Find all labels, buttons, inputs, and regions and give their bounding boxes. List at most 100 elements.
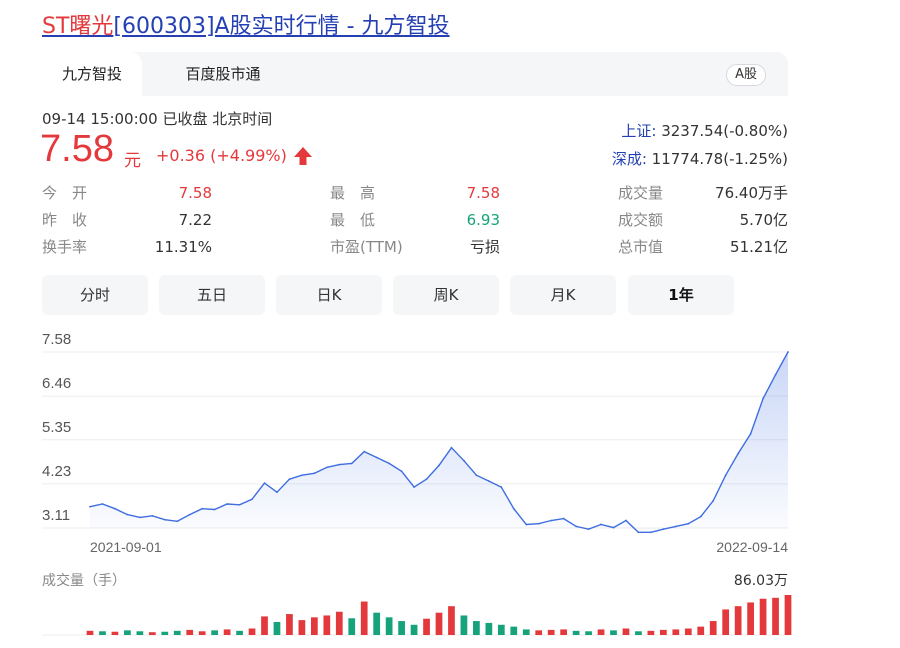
stat-value: 6.93	[466, 211, 500, 229]
volume-bar	[734, 606, 742, 635]
stat-pe-ttm: 市盈(TTM) 亏损	[330, 234, 500, 261]
volume-bar	[435, 612, 443, 635]
stat-label: 最 高	[330, 184, 376, 202]
volume-bar	[423, 618, 430, 635]
stat-label: 市盈(TTM)	[330, 238, 403, 256]
volume-bar	[236, 630, 243, 635]
price-point	[201, 507, 204, 510]
volume-bar	[684, 628, 692, 635]
title-highlight[interactable]: ST曙光	[42, 14, 114, 39]
volume-bar	[597, 629, 605, 635]
price-point	[163, 518, 166, 521]
tab-baidu-stock[interactable]: 百度股市通	[185, 65, 261, 83]
volume-bar	[647, 630, 655, 635]
quote-time-status: 09-14 15:00:00 已收盘 北京时间	[42, 110, 273, 128]
volume-bar	[622, 628, 630, 635]
price-point	[363, 450, 366, 453]
volume-bar	[99, 631, 106, 635]
title-rest[interactable]: [600303]A股实时行情 - 九方智投	[113, 14, 450, 39]
volume-bar	[286, 614, 293, 635]
volume-bar	[659, 629, 667, 635]
volume-bar	[497, 624, 505, 635]
stat-label: 今 开	[42, 184, 88, 202]
price-point	[375, 456, 378, 459]
volume-bar	[585, 631, 592, 635]
stat-value: 5.70亿	[739, 211, 788, 229]
volume-max: 86.03万	[733, 573, 788, 589]
index-shanghai[interactable]: 上证: 3237.54(-0.80%)	[621, 120, 788, 141]
price-point	[450, 446, 453, 449]
y-tick-label: 4.23	[42, 463, 71, 480]
index-shenzhen[interactable]: 深成: 11774.78(-1.25%)	[612, 148, 788, 169]
period-tab-daily-k[interactable]: 日K	[276, 275, 382, 315]
index-value: 11774.78(-1.25%)	[651, 150, 788, 168]
volume-bar	[223, 629, 231, 635]
price-point	[413, 486, 415, 488]
stat-high: 最 高 7.58	[330, 180, 500, 207]
volume-bar	[348, 618, 356, 635]
volume-chart[interactable]	[0, 590, 900, 640]
volume-bar	[335, 611, 343, 635]
price-point	[600, 523, 602, 526]
period-tab-1year[interactable]: 1年	[628, 275, 734, 315]
price-point	[300, 474, 303, 477]
stat-value: 11.31%	[154, 238, 212, 256]
price-point	[562, 517, 565, 520]
stat-label: 换手率	[42, 238, 88, 256]
volume-bar	[261, 616, 268, 635]
volume-bar	[186, 629, 194, 635]
page-title[interactable]: ST曙光[600303]A股实时行情 - 九方智投	[42, 8, 450, 40]
volume-bar	[161, 631, 169, 635]
price-point	[325, 466, 328, 469]
price-point	[213, 508, 216, 511]
x-end-label: 2022-09-14	[716, 539, 788, 555]
price-point	[251, 498, 253, 501]
volume-label: 成交量（手）	[42, 573, 126, 589]
stat-value: 7.58	[178, 184, 212, 202]
volume-bar	[410, 624, 418, 635]
price-point	[463, 459, 465, 462]
volume-bar	[460, 615, 468, 635]
price-unit: 元	[124, 151, 141, 171]
volume-bar	[747, 602, 754, 635]
volume-bar	[572, 630, 580, 635]
volume-bar	[310, 617, 318, 635]
price-point	[276, 491, 278, 494]
price-point	[749, 432, 752, 435]
stat-turnover: 换手率 11.31%	[42, 234, 212, 261]
volume-bar	[173, 630, 181, 635]
stat-market-cap: 总市值 51.21亿	[618, 234, 788, 261]
price-point	[550, 519, 553, 522]
volume-bar	[124, 630, 131, 635]
period-tab-weekly-k[interactable]: 周K	[393, 275, 499, 315]
period-tab-5day[interactable]: 五日	[159, 275, 265, 315]
period-tab-intraday[interactable]: 分时	[42, 275, 148, 315]
volume-bar	[485, 622, 493, 635]
stat-open: 今 开 7.58	[42, 180, 212, 207]
stat-value: 7.22	[178, 211, 212, 229]
price-point	[674, 525, 677, 528]
stat-value: 51.21亿	[730, 238, 788, 256]
tab-jiufang[interactable]: 九方智投	[42, 52, 142, 96]
price-point	[188, 513, 191, 516]
price-point	[774, 373, 777, 376]
index-name[interactable]: 深成:	[611, 150, 647, 168]
volume-bar	[510, 626, 518, 635]
index-name[interactable]: 上证:	[621, 122, 657, 140]
price-area	[90, 352, 788, 533]
volume-bar	[385, 617, 393, 635]
price-point	[687, 522, 690, 525]
price-point	[649, 531, 652, 534]
volume-bar	[522, 629, 530, 635]
price-point	[114, 507, 116, 510]
stats-col-3: 成交量 76.40万手 成交额 5.70亿 总市值 51.21亿	[618, 180, 788, 261]
index-value: 3237.54(-0.80%)	[661, 122, 788, 140]
volume-bar	[697, 626, 705, 635]
price-chart[interactable]: 7.58 6.46 5.35 4.23 3.11 2021-09-01 2022-09-14	[0, 320, 900, 560]
period-tab-monthly-k[interactable]: 月K	[510, 275, 616, 315]
stat-value: 亏损	[469, 238, 500, 256]
stat-label: 成交额	[618, 211, 664, 229]
stat-label: 最 低	[330, 211, 376, 229]
volume-bar	[560, 629, 568, 635]
price-point	[238, 503, 241, 506]
